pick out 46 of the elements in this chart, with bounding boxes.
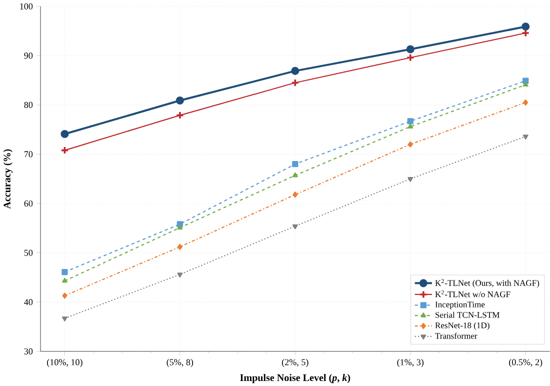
x-tick-label: (1%, 3): [397, 358, 424, 367]
point: [62, 278, 68, 282]
y-tick-label: 30: [24, 348, 33, 354]
point: [177, 272, 183, 278]
y-axis-title: Accuracy (%): [3, 149, 12, 209]
point: [292, 172, 298, 178]
x-tick-label: (2%, 5): [282, 358, 308, 367]
point: [522, 134, 528, 140]
point: [522, 81, 528, 86]
point: [407, 118, 414, 124]
point: [408, 123, 414, 128]
point: [406, 45, 414, 54]
y-tick-label: 40: [24, 298, 33, 305]
point: [176, 96, 184, 104]
x-tick-label: (5%, 8): [166, 358, 194, 367]
legend-label: ResNet-18 (1D): [435, 322, 490, 330]
point: [177, 244, 182, 250]
point: [408, 141, 413, 148]
y-tick-label: 50: [24, 250, 33, 256]
x-tick-label: (0.5%, 2): [509, 358, 542, 367]
point: [292, 224, 298, 230]
point: [62, 316, 68, 322]
legend-label: Transformer: [435, 332, 478, 339]
y-tick-label: 80: [24, 102, 33, 108]
point: [291, 66, 300, 75]
point: [406, 53, 415, 62]
y-tick-label: 60: [24, 200, 33, 206]
point: [177, 224, 183, 230]
legend-label: K$^{2}$-TLNet (Ours, with NAGF): [435, 278, 540, 288]
y-tick-label: 90: [24, 52, 33, 59]
x-tick-label: (10%, 10): [47, 358, 82, 367]
y-tick-label: 70: [24, 150, 33, 158]
point: [523, 99, 528, 106]
point: [522, 22, 530, 30]
text: Impulse Noise Level (p, k): [240, 374, 350, 383]
point: [522, 78, 529, 84]
y-tick-label: 100: [20, 3, 33, 10]
legend-label: K$^{2}$-TLNet w/o NAGF: [435, 290, 510, 297]
point: [292, 191, 298, 198]
legend-label: Serial TCN-LSTM: [436, 312, 500, 318]
point: [60, 130, 69, 138]
point: [408, 176, 414, 182]
point: [62, 268, 68, 275]
point: [292, 160, 298, 167]
point: [62, 292, 68, 299]
legend-label: InceptionTime: [435, 301, 485, 309]
